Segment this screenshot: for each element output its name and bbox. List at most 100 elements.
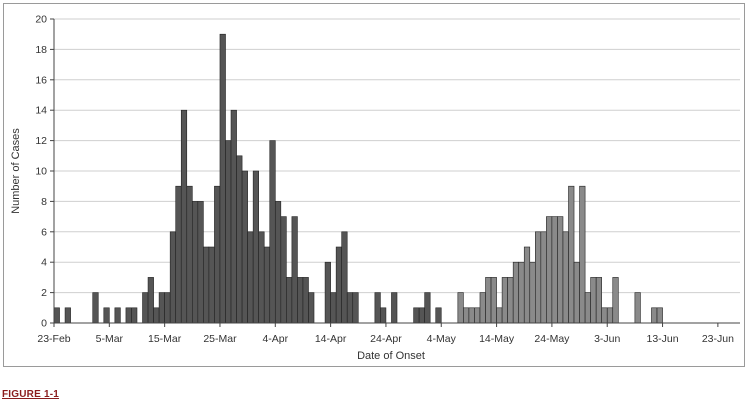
bar: [324, 261, 331, 324]
bar: [540, 231, 547, 324]
bar: [557, 216, 564, 324]
bar: [169, 231, 177, 324]
bar: [263, 246, 271, 324]
bar: [164, 292, 171, 324]
bar: [474, 307, 481, 324]
bar: [214, 185, 221, 324]
bar: [291, 216, 298, 324]
bar: [490, 277, 497, 324]
y-tick-label: 12: [35, 135, 47, 147]
bar: [501, 277, 508, 324]
bar: [529, 261, 536, 324]
bar: [496, 307, 503, 324]
bar: [203, 246, 210, 324]
bar: [352, 292, 359, 324]
bar: [612, 277, 619, 324]
bar: [192, 201, 199, 324]
y-tick-label: 0: [41, 318, 47, 330]
bar: [651, 307, 658, 324]
y-tick-label: 20: [35, 14, 47, 26]
bar: [297, 277, 304, 324]
bar: [208, 246, 215, 324]
bar: [286, 277, 293, 324]
bar: [418, 307, 425, 324]
bar: [241, 170, 248, 324]
x-axis-title: Date of Onset: [357, 350, 425, 362]
bar: [158, 292, 165, 324]
y-tick-label: 6: [41, 226, 47, 238]
bar: [341, 231, 348, 324]
bar: [468, 307, 475, 324]
bar: [518, 261, 525, 324]
bar: [142, 292, 149, 324]
y-tick-label: 4: [41, 257, 47, 269]
bar: [103, 307, 110, 324]
bars: [53, 33, 663, 324]
bar: [175, 185, 182, 324]
bar: [595, 277, 602, 324]
bar: [573, 261, 580, 324]
bar: [274, 201, 282, 324]
y-tick-label: 18: [35, 44, 47, 56]
bar: [380, 307, 387, 324]
bar: [584, 292, 591, 324]
bar: [92, 292, 99, 324]
bar: [236, 155, 243, 324]
bar: [634, 292, 641, 324]
bar: [114, 307, 121, 324]
x-tick-label: 3-Jun: [594, 333, 620, 345]
figure-caption: FIGURE 1-1: [2, 389, 60, 400]
bar: [308, 292, 315, 324]
x-tick-label: 4-May: [427, 333, 457, 345]
x-tick-label: 4-Apr: [262, 333, 288, 345]
bar: [463, 307, 470, 324]
x-tick-label: 23-Feb: [37, 333, 70, 345]
bar: [479, 292, 486, 324]
y-tick-label: 16: [35, 74, 47, 86]
y-tick-label: 8: [41, 196, 47, 208]
y-tick-label: 14: [35, 105, 47, 117]
bar: [147, 277, 154, 324]
bar: [535, 231, 542, 324]
bar: [225, 140, 232, 324]
bar: [280, 216, 287, 324]
bar: [512, 261, 520, 324]
y-tick-label: 2: [41, 287, 47, 299]
bar: [413, 307, 420, 324]
bar: [197, 201, 204, 324]
bar: [579, 185, 586, 324]
bar: [391, 292, 398, 324]
bar: [269, 140, 276, 324]
x-tick-label: 23-Jun: [702, 333, 734, 345]
bar: [485, 277, 492, 324]
gridlines: [54, 18, 740, 294]
y-tick-labels: 0 2 4 6 8 10 12 14 16 18 20: [35, 14, 47, 330]
x-tick-label: 5-Mar: [96, 333, 124, 345]
bar: [330, 292, 337, 324]
bar: [230, 109, 237, 324]
bar: [53, 307, 60, 324]
bar: [507, 277, 514, 324]
bar: [131, 307, 138, 324]
bar: [562, 231, 569, 324]
bar: [435, 307, 442, 324]
y-axis-title: Number of Cases: [10, 128, 22, 214]
bar: [590, 277, 597, 324]
bar: [180, 109, 188, 324]
bar: [335, 246, 342, 324]
bar: [606, 307, 614, 324]
bar: [186, 185, 193, 324]
bar: [424, 292, 431, 324]
x-tick-label: 15-Mar: [148, 333, 182, 345]
bar: [601, 307, 608, 324]
bar: [247, 231, 254, 324]
x-tick-label: 24-May: [534, 333, 570, 345]
epidemic-curve-chart: 0 2 4 6 8 10 12 14 16 18 20 23-Feb 5-Mar 15-Mar 25-Ma…: [10, 14, 740, 362]
bar: [346, 292, 354, 324]
bar: [302, 277, 309, 324]
x-tick-label: 13-Jun: [646, 333, 678, 345]
y-tick-label: 10: [35, 166, 47, 178]
bar: [64, 307, 71, 324]
x-tick-labels: 23-Feb 5-Mar 15-Mar 25-Mar 4-Apr 14-Apr 24-Apr…: [37, 333, 734, 345]
x-tick-label: 25-Mar: [203, 333, 237, 345]
